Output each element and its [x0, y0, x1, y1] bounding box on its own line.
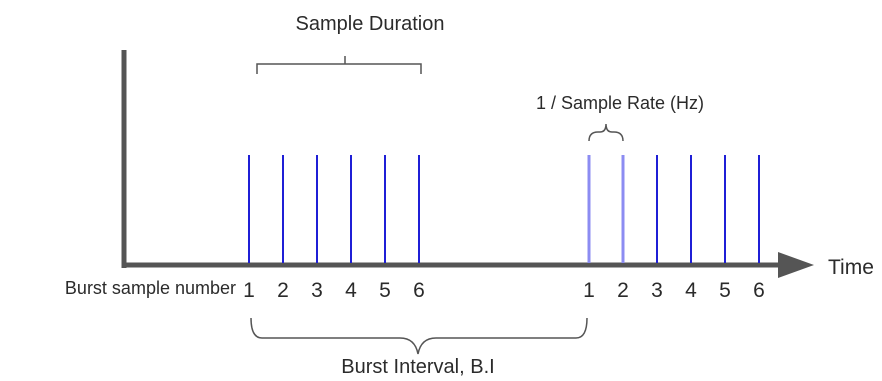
time-axis-arrowhead: [778, 252, 814, 278]
burst-interval-brace: [250, 317, 588, 355]
sample-duration-bracket: [256, 56, 422, 74]
time-axis-label: Time: [828, 256, 874, 279]
burst-2-sample-number-3: 3: [651, 279, 663, 302]
burst-sample-number-label: Burst sample number: [65, 278, 236, 298]
sample-rate-label: 1 / Sample Rate (Hz): [536, 93, 704, 113]
burst-1-sample-number-2: 2: [277, 279, 289, 302]
burst-1-sample-number-4: 4: [345, 279, 357, 302]
burst-1-sample-number-5: 5: [379, 279, 391, 302]
sample-rate-brace: [588, 123, 624, 142]
burst-2-sample-number-5: 5: [719, 279, 731, 302]
burst-1-pulses: [248, 155, 420, 263]
burst-2-pulses: [587, 155, 760, 263]
sample-duration-label: Sample Duration: [296, 13, 445, 35]
burst-2-sample-number-2: 2: [617, 279, 629, 302]
burst-2-sample-number-1: 1: [583, 279, 595, 302]
burst-interval-label: Burst Interval, B.I: [341, 356, 494, 378]
burst-2-sample-number-4: 4: [685, 279, 697, 302]
burst-1-sample-number-6: 6: [413, 279, 425, 302]
burst-2-sample-number-6: 6: [753, 279, 765, 302]
burst-1-sample-number-1: 1: [243, 279, 255, 302]
burst-1-sample-number-3: 3: [311, 279, 323, 302]
